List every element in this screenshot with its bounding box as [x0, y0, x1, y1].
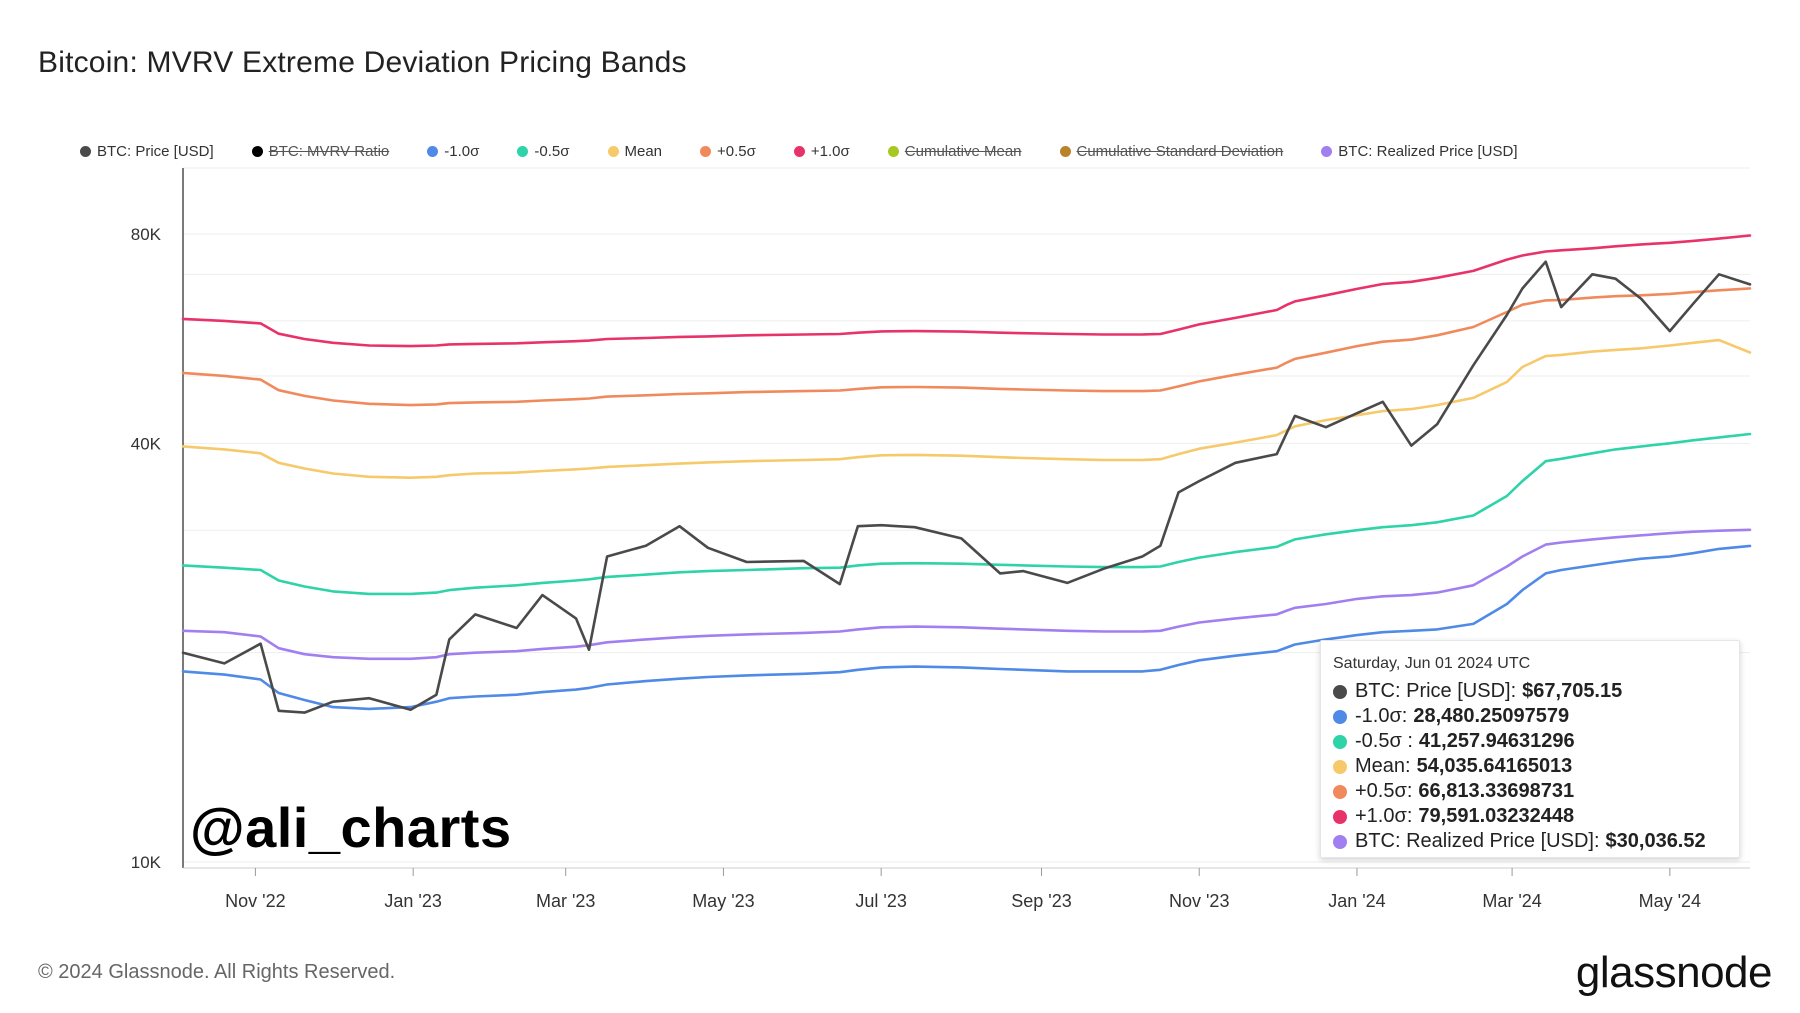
tooltip-value: 54,035.64165013: [1416, 755, 1573, 777]
series-line-mean: [181, 338, 1752, 479]
tooltip-label: +1.0σ:: [1355, 805, 1413, 827]
tooltip-label: -1.0σ:: [1355, 705, 1408, 727]
series-line-btc-price-usd: [181, 260, 1752, 714]
tooltip-row: BTC: Realized Price [USD]: $30,036.52: [1333, 829, 1727, 854]
tooltip-row: -0.5σ :41,257.94631296: [1333, 729, 1727, 754]
tooltip-row: +1.0σ: 79,591.03232448: [1333, 804, 1727, 829]
tooltip-label: +0.5σ:: [1355, 780, 1413, 802]
tooltip-dot-icon: [1333, 734, 1347, 749]
legend-item[interactable]: BTC: Realized Price [USD]: [1321, 142, 1518, 160]
tooltip-dot-icon: [1333, 684, 1347, 699]
x-tick-label: May '23: [692, 891, 754, 911]
legend-dot-icon: [427, 145, 439, 157]
legend-dot-icon: [517, 145, 529, 157]
series-line-1-0: [181, 234, 1752, 348]
hover-tooltip: Saturday, Jun 01 2024 UTC BTC: Price [US…: [1320, 640, 1740, 858]
legend-item[interactable]: Cumulative Mean: [887, 142, 1022, 160]
series-line-1-0: [181, 544, 1752, 711]
x-tick-label: Nov '23: [1169, 891, 1229, 911]
tooltip-row: +0.5σ: 66,813.33698731: [1333, 779, 1727, 804]
y-tick-label: 80K: [131, 225, 162, 244]
legend-item[interactable]: +1.0σ: [793, 142, 850, 160]
legend-label: Mean: [624, 142, 663, 160]
legend-label: Cumulative Standard Deviation: [1076, 142, 1284, 160]
x-tick-label: Mar '23: [536, 891, 595, 911]
legend-dot-icon: [887, 145, 899, 157]
series-line-btc-realized-price-usd: [181, 528, 1752, 661]
tooltip-value: 79,591.03232448: [1418, 805, 1575, 827]
legend-label: -0.5σ: [534, 142, 570, 160]
legend-label: BTC: Realized Price [USD]: [1338, 142, 1518, 160]
x-tick-label: Nov '22: [225, 891, 285, 911]
y-tick-label: 40K: [131, 434, 162, 453]
legend-dot-icon: [607, 145, 619, 157]
legend-item[interactable]: BTC: MVRV Ratio: [251, 142, 390, 160]
tooltip-row: Mean: 54,035.64165013: [1333, 754, 1727, 779]
x-tick-label: Jan '23: [384, 891, 441, 911]
tooltip-row: -1.0σ: 28,480.25097579: [1333, 704, 1727, 729]
copyright-footer: © 2024 Glassnode. All Rights Reserved.: [38, 961, 396, 983]
series-line-0-5: [181, 432, 1752, 596]
legend-dot-icon: [793, 145, 805, 157]
x-tick-label: Sep '23: [1011, 891, 1072, 911]
tooltip-label: -0.5σ :: [1355, 730, 1413, 752]
legend-label: BTC: MVRV Ratio: [268, 142, 390, 160]
legend-item[interactable]: Cumulative Standard Deviation: [1059, 142, 1284, 160]
tooltip-dot-icon: [1333, 809, 1347, 824]
legend-item[interactable]: +0.5σ: [700, 143, 756, 160]
legend-dot-icon: [700, 145, 712, 157]
tooltip-dot-icon: [1333, 709, 1347, 724]
tooltip-value: 66,813.33698731: [1418, 780, 1575, 802]
legend-label: BTC: Price [USD]: [97, 142, 214, 160]
x-tick-label: Jul '23: [855, 891, 906, 911]
tooltip-date: Saturday, Jun 01 2024 UTC: [1333, 655, 1531, 672]
legend-label: +0.5σ: [717, 142, 756, 160]
tooltip-dot-icon: [1333, 784, 1347, 799]
legend-dot-icon: [80, 145, 91, 157]
tooltip-row: BTC: Price [USD]: $67,705.15: [1333, 679, 1727, 704]
tooltip-label: BTC: Price [USD]:: [1355, 680, 1517, 702]
watermark: @ali_charts: [190, 796, 512, 859]
legend-label: Cumulative Mean: [904, 142, 1022, 160]
tooltip-dot-icon: [1333, 834, 1347, 849]
legend-dot-icon: [1321, 145, 1333, 157]
chart-legend: BTC: Price [USD] BTC: MVRV Ratio -1.0σ -0.5…: [80, 140, 1556, 162]
tooltip-value: 28,480.25097579: [1413, 705, 1570, 727]
legend-dot-icon: [1059, 145, 1071, 157]
tooltip-dot-icon: [1333, 759, 1347, 774]
legend-dot-icon: [251, 145, 263, 157]
tooltip-label: BTC: Realized Price [USD]:: [1355, 830, 1600, 852]
tooltip-value: 41,257.94631296: [1418, 730, 1575, 752]
y-tick-label: 10K: [131, 853, 162, 872]
x-tick-label: Mar '24: [1482, 891, 1541, 911]
series-line-0-5: [181, 287, 1752, 407]
tooltip-label: Mean:: [1355, 755, 1411, 777]
brand-logo[interactable]: glassnode: [1575, 948, 1773, 997]
x-tick-label: Jan '24: [1328, 891, 1385, 911]
legend-label: -1.0σ: [444, 142, 480, 160]
x-tick-label: May '24: [1639, 891, 1701, 911]
legend-label: +1.0σ: [810, 142, 850, 160]
tooltip-value: $30,036.52: [1605, 830, 1706, 852]
tooltip-value: $67,705.15: [1522, 680, 1623, 702]
legend-item[interactable]: -1.0σ: [427, 143, 479, 160]
legend-item[interactable]: Mean: [607, 142, 663, 160]
chart-title: Bitcoin: MVRV Extreme Deviation Pricing …: [38, 46, 687, 79]
legend-item[interactable]: BTC: Price [USD]: [80, 143, 214, 160]
legend-item[interactable]: -0.5σ: [517, 142, 570, 160]
